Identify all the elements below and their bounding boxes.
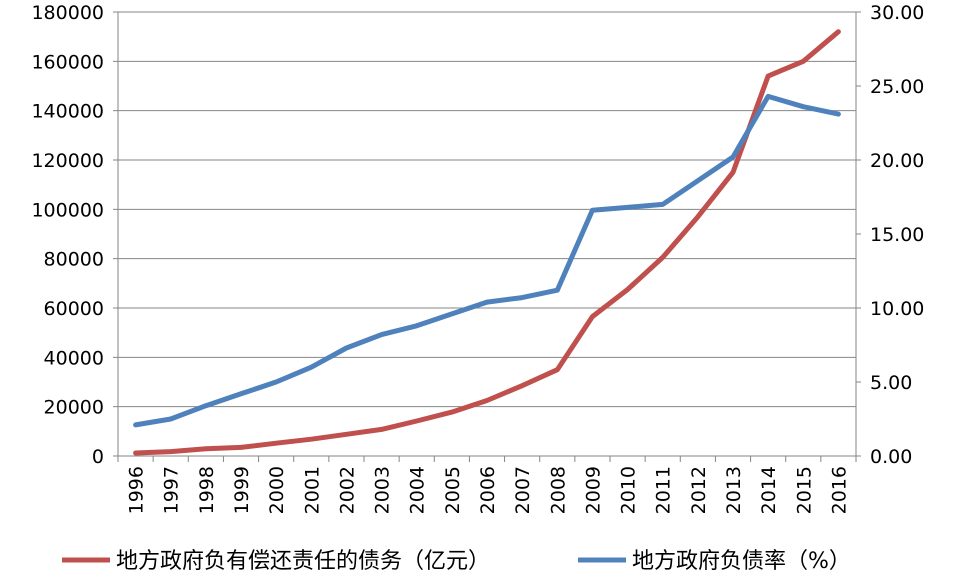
y-left-tick-label: 120000 [31,150,104,172]
y-left-tick-label: 40000 [44,347,104,369]
y-right-tick-label: 5.00 [870,372,912,394]
y-left-tick-label: 20000 [44,397,104,419]
y-right-tick-label: 25.00 [870,76,924,98]
y-left-tick-label: 80000 [44,249,104,271]
series-line-debt [133,29,841,456]
x-tick-label: 2011 [653,466,675,514]
y-left-tick-label: 60000 [44,298,104,320]
series-lines [133,29,841,456]
y-right-tick-label: 30.00 [870,2,924,24]
x-tick-label: 2002 [336,466,358,514]
x-tick-label: 2013 [723,466,745,514]
y-left-tick-label: 140000 [31,101,104,123]
x-tick-label: 2001 [301,466,323,514]
y-left-tick-label: 0 [92,446,104,468]
y-right-tick-label: 15.00 [870,224,924,246]
x-tick-label: 1996 [126,466,148,514]
x-tick-label: 2000 [266,466,288,514]
x-tick-label: 2007 [512,466,534,514]
x-tick-label: 2016 [828,466,850,514]
x-tick-label: 2012 [688,466,710,514]
x-tick-label: 2004 [407,466,429,514]
x-tick-label: 2009 [582,466,604,514]
series-line-ratio [133,93,841,428]
x-tick-label: 2006 [477,466,499,514]
x-tick-label: 2015 [793,466,815,514]
x-tick-label: 1999 [231,466,253,514]
y-right-tick-label: 10.00 [870,298,924,320]
x-tick-label: 2008 [547,466,569,514]
x-tick-label: 2003 [372,466,394,514]
x-tick-label: 2014 [758,466,780,514]
y-left-tick-label: 100000 [31,199,104,221]
x-tick-label: 2010 [618,466,640,514]
y-right-tick-label: 20.00 [870,150,924,172]
gridlines [118,11,856,408]
legend-label-debt: 地方政府负有偿还责任的债务（亿元） [116,549,490,574]
x-tick-label: 2005 [442,466,464,514]
y-right-tick-label: 0.00 [870,446,912,468]
legend-label-ratio: 地方政府负债率（%） [632,549,851,574]
y-left-tick-label: 160000 [31,51,104,73]
axes: 0 20000 40000 60000 80000 100000 120000 140000 1… [31,2,924,514]
legend: 地方政府负有偿还责任的债务（亿元） 地方政府负债率（%） [62,549,851,574]
y-left-tick-label: 180000 [31,2,104,24]
x-tick-label: 1998 [196,466,218,514]
x-tick-label: 1997 [161,466,183,514]
